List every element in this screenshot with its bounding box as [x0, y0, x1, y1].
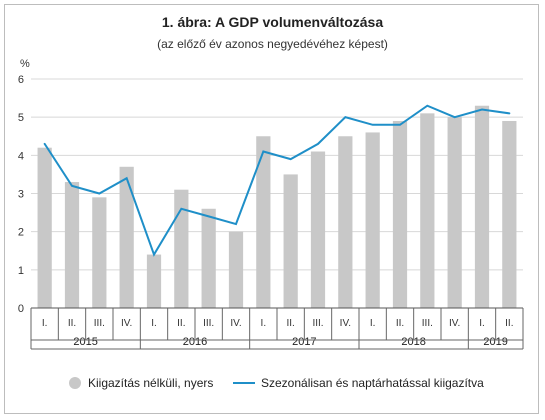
x-tick-label-4: IV.: [121, 318, 132, 329]
bar-raw-12: [338, 136, 353, 308]
x-tick-label-11: III.: [312, 318, 323, 329]
legend-bar-label: Kiigazítás nélküli, nyers: [88, 376, 213, 390]
year-label-2016: 2016: [183, 336, 207, 348]
year-label-2015: 2015: [73, 336, 97, 348]
chart-title: 1. ábra: A GDP volumenváltozása: [162, 14, 383, 30]
y-tick-label: 2: [18, 227, 24, 239]
y-tick-label: 4: [18, 150, 24, 162]
x-tick-label-18: II.: [505, 318, 513, 329]
x-tick-label-5: I.: [151, 318, 157, 329]
bar-raw-13: [365, 132, 380, 308]
x-tick-label-10: II.: [286, 318, 294, 329]
bar-raw-11: [310, 151, 326, 308]
y-tick-label: 3: [18, 189, 24, 201]
year-label-2017: 2017: [292, 336, 316, 348]
bar-raw-17: [474, 105, 490, 308]
x-tick-label-8: IV.: [230, 318, 241, 329]
bar-raw-5: [146, 254, 162, 308]
legend-bar-swatch: [69, 377, 81, 389]
adjusted-series-line: [43, 104, 511, 257]
y-tick-label: 1: [18, 265, 24, 277]
y-tick-label: 6: [18, 74, 24, 86]
bar-layer: [37, 105, 517, 309]
bar-raw-4: [119, 166, 134, 308]
bar-raw-18: [502, 120, 517, 308]
x-tick-label-12: IV.: [340, 318, 351, 329]
axis-layer: 0 1 2 3 4 5 6 I. II. III. IV. I. II. III. IV. I. II. III.…: [18, 74, 524, 350]
x-tick-label-13: I.: [370, 318, 376, 329]
x-tick-label-14: II.: [396, 318, 404, 329]
x-tick-label-1: I.: [42, 318, 48, 329]
y-axis-unit-label: %: [20, 58, 30, 70]
y-tick-label: 0: [18, 303, 24, 315]
y-tick-label: 5: [18, 112, 24, 124]
year-label-2019: 2019: [483, 336, 507, 348]
bar-raw-6: [174, 189, 189, 308]
x-tick-label-17: I.: [479, 318, 485, 329]
chart-subtitle: (az előző év azonos negyedévéhez képest): [157, 37, 388, 51]
x-tick-label-7: III.: [203, 318, 214, 329]
x-tick-label-9: I.: [261, 318, 267, 329]
bar-raw-1: [37, 147, 52, 308]
year-label-2018: 2018: [401, 336, 425, 348]
bar-raw-10: [283, 174, 298, 308]
x-tick-label-16: IV.: [449, 318, 460, 329]
chart-legend: Kiigazítás nélküli, nyers Szezonálisan é…: [69, 376, 484, 390]
x-tick-label-2: II.: [68, 318, 76, 329]
bar-raw-16: [447, 117, 462, 309]
x-tick-label-15: III.: [422, 318, 433, 329]
x-tick-label-3: III.: [94, 318, 105, 329]
bar-raw-3: [92, 197, 107, 308]
bar-raw-14: [392, 120, 408, 308]
legend-line-label: Szezonálisan és naptárhatással kiigazítv…: [261, 376, 484, 390]
bar-raw-8: [228, 231, 244, 308]
bar-raw-9: [256, 136, 271, 308]
bar-raw-2: [64, 182, 80, 308]
x-tick-label-6: II.: [177, 318, 185, 329]
bar-raw-15: [420, 113, 435, 308]
line-layer: [43, 104, 511, 257]
bar-raw-7: [201, 208, 216, 308]
